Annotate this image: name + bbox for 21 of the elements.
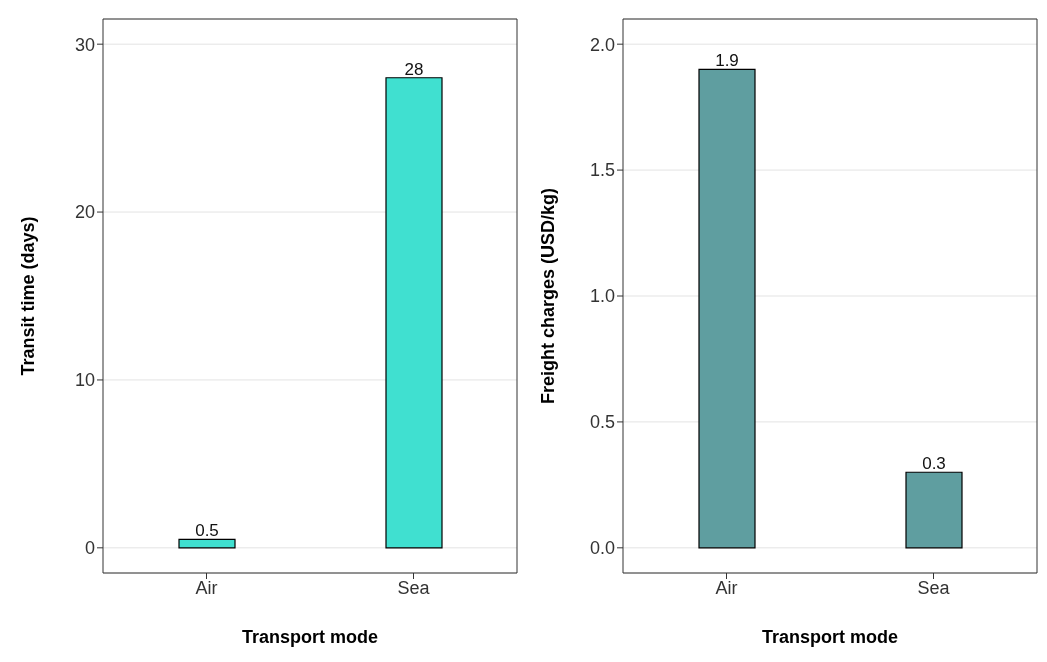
data-label: 28: [404, 59, 424, 79]
y-tick-label: 0.5: [589, 412, 615, 433]
y-tick-label: 2.0: [589, 34, 615, 55]
x-axis-title: Transport mode: [241, 627, 379, 647]
y-axis-title: Freight charges (USD/kg): [538, 187, 559, 405]
x-tick-label: Air: [195, 577, 218, 598]
y-tick-label: 0: [84, 538, 95, 559]
y-tick-label: 30: [74, 34, 95, 55]
x-tick-label: Sea: [397, 577, 431, 598]
x-axis-title: Transport mode: [761, 627, 899, 647]
y-tick-label: 1.5: [589, 160, 615, 181]
data-label: 0.5: [195, 521, 219, 541]
data-label: 1.9: [715, 51, 739, 71]
y-tick-label: 1.0: [589, 286, 615, 307]
y-tick-label: 10: [74, 370, 95, 391]
x-tick-label: Sea: [917, 577, 951, 598]
y-axis-title: Transit time (days): [18, 216, 39, 376]
y-tick-label: 0.0: [589, 538, 615, 559]
data-label: 0.3: [922, 454, 946, 474]
y-tick-label: 20: [74, 202, 95, 223]
x-tick-label: Air: [715, 577, 738, 598]
